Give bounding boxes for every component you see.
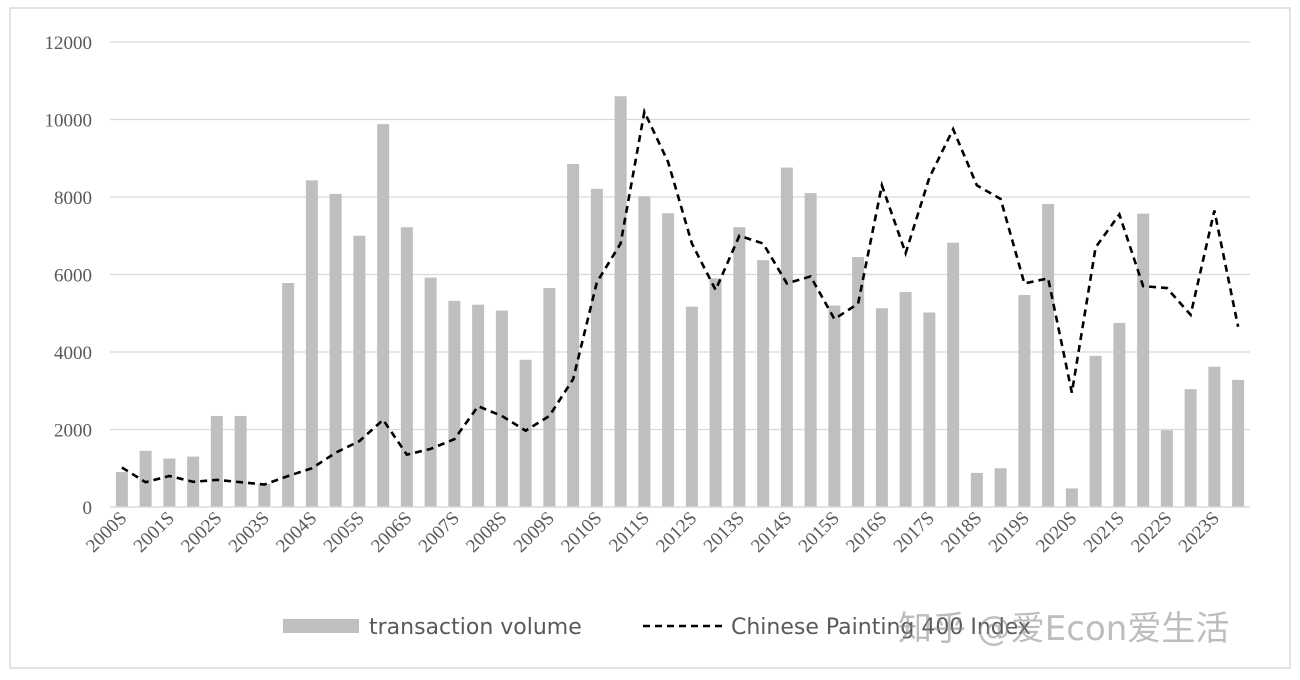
bar: [638, 196, 651, 507]
bar: [757, 260, 770, 507]
bar: [139, 450, 152, 507]
legend-label: Chinese Painting 400 Index: [731, 615, 1031, 640]
bar: [1184, 389, 1197, 507]
bar: [970, 472, 983, 507]
bar: [1208, 366, 1221, 507]
bar: [115, 472, 128, 507]
bar: [1065, 488, 1078, 507]
bar: [567, 164, 580, 507]
bar: [828, 305, 841, 507]
bar: [377, 124, 390, 508]
bar: [282, 283, 295, 507]
y-tick-label: 2000: [54, 421, 92, 442]
y-tick-label: 10000: [45, 111, 93, 132]
bar: [305, 180, 318, 507]
bar: [329, 193, 342, 507]
bar: [234, 415, 247, 507]
bar: [424, 277, 437, 507]
bar: [519, 359, 532, 507]
bar: [685, 306, 698, 507]
bar: [210, 415, 223, 507]
bar: [448, 300, 461, 507]
bar: [662, 213, 675, 507]
bar: [709, 278, 722, 507]
bar: [1160, 430, 1173, 507]
y-tick-label: 12000: [45, 33, 93, 54]
bar: [994, 468, 1007, 507]
y-tick-label: 0: [83, 498, 93, 519]
bar: [543, 288, 556, 507]
y-tick-label: 4000: [54, 343, 92, 364]
y-tick-label: 8000: [54, 188, 92, 209]
bar: [923, 312, 936, 507]
bar: [1042, 203, 1055, 507]
bar: [947, 242, 960, 507]
bar: [614, 96, 627, 507]
legend-label: transaction volume: [369, 615, 582, 640]
bar: [590, 188, 603, 508]
bar: [875, 308, 888, 507]
bar: [852, 257, 865, 507]
bar: [780, 167, 793, 508]
bar: [472, 304, 485, 507]
legend-swatch: [283, 619, 359, 633]
bar: [733, 227, 746, 507]
watermark: 知乎 @爱Econ爱生活: [898, 609, 1229, 649]
bar: [899, 291, 912, 507]
bar: [1018, 295, 1031, 507]
bar: [400, 227, 413, 507]
bar: [495, 310, 508, 507]
y-tick-label: 6000: [54, 266, 92, 287]
bar: [1089, 355, 1102, 507]
index-line: [121, 107, 1240, 486]
bar: [163, 458, 176, 507]
bar: [353, 235, 366, 507]
bar: [1113, 322, 1126, 507]
bar: [258, 483, 271, 507]
bar: [804, 193, 817, 507]
bar: [1137, 213, 1150, 507]
bar: [1232, 379, 1245, 507]
